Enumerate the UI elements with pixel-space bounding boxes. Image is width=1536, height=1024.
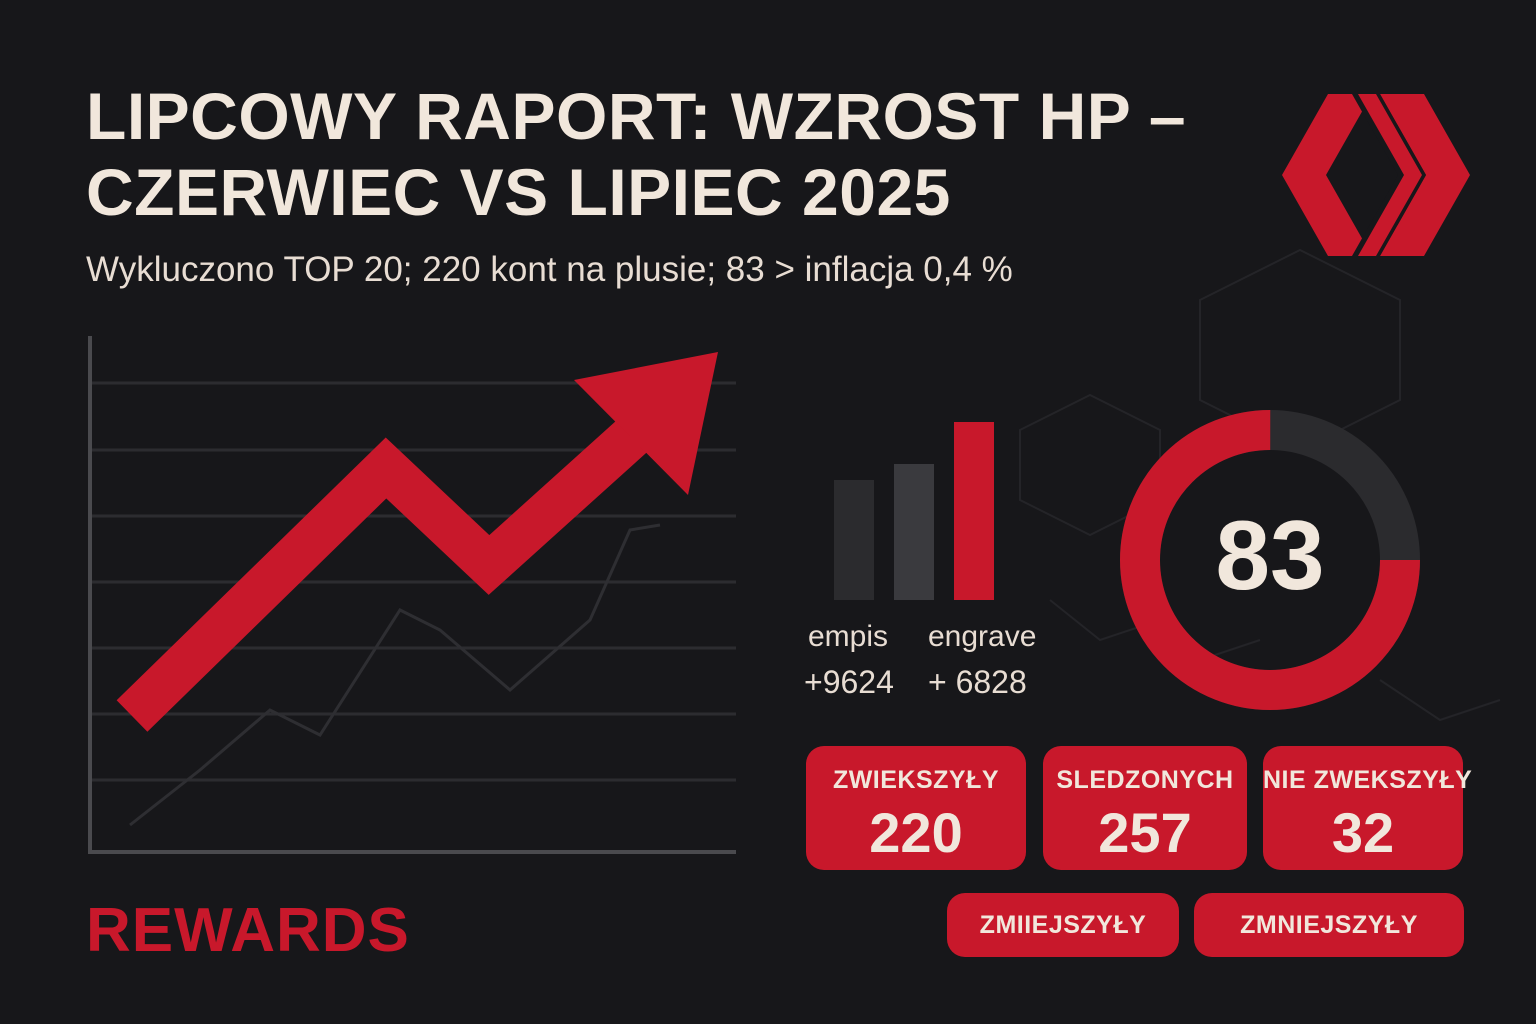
empis-value: +9624 (804, 664, 894, 700)
stat-value: 220 (869, 801, 963, 864)
stat-value: 257 (1098, 801, 1192, 864)
bar-3 (954, 422, 994, 600)
rewards-label: REWARDS (86, 896, 410, 965)
pill-decreased-2: ZMNIEJSZYŁY (1194, 893, 1464, 957)
donut-gauge (1120, 410, 1420, 710)
stat-card-increased: ZWIEKSZYŁY 220 (806, 746, 1026, 870)
stat-card-not-increased: NIE ZWEKSZYŁY 32 (1263, 746, 1473, 870)
stat-label: ZWIEKSZYŁY (832, 766, 1000, 794)
pill-decreased-1: ZMIIEJSZYŁY (947, 893, 1179, 957)
page-title: LIPCOWY RAPORT: WZROST HP – CZERWIEC VS … (86, 78, 1266, 230)
subtitle: Wykluczono TOP 20; 220 kont na plusie; 8… (86, 250, 1013, 289)
bar-2 (894, 464, 934, 600)
stat-label: SLEDZONYCH (1056, 766, 1234, 794)
bar-1 (834, 480, 874, 600)
stat-card-tracked: SLEDZONYCH 257 (1043, 746, 1247, 870)
stat-label: NIE ZWEKSZYŁY (1263, 766, 1473, 794)
empis-label: empis (808, 620, 889, 653)
stat-value: 32 (1331, 801, 1395, 864)
donut-fill (1120, 410, 1420, 710)
mini-bar-chart (834, 422, 994, 600)
hive-logo-icon (1282, 94, 1470, 256)
title-line-2: CZERWIEC VS LIPIEC 2025 (86, 155, 951, 229)
engrave-label: engrave (928, 620, 1037, 653)
title-line-1: LIPCOWY RAPORT: WZROST HP – (86, 79, 1187, 153)
donut-value: 83 (1215, 500, 1325, 610)
upward-trend-arrow-icon (88, 336, 736, 854)
engrave-value: + 6828 (928, 664, 1027, 700)
